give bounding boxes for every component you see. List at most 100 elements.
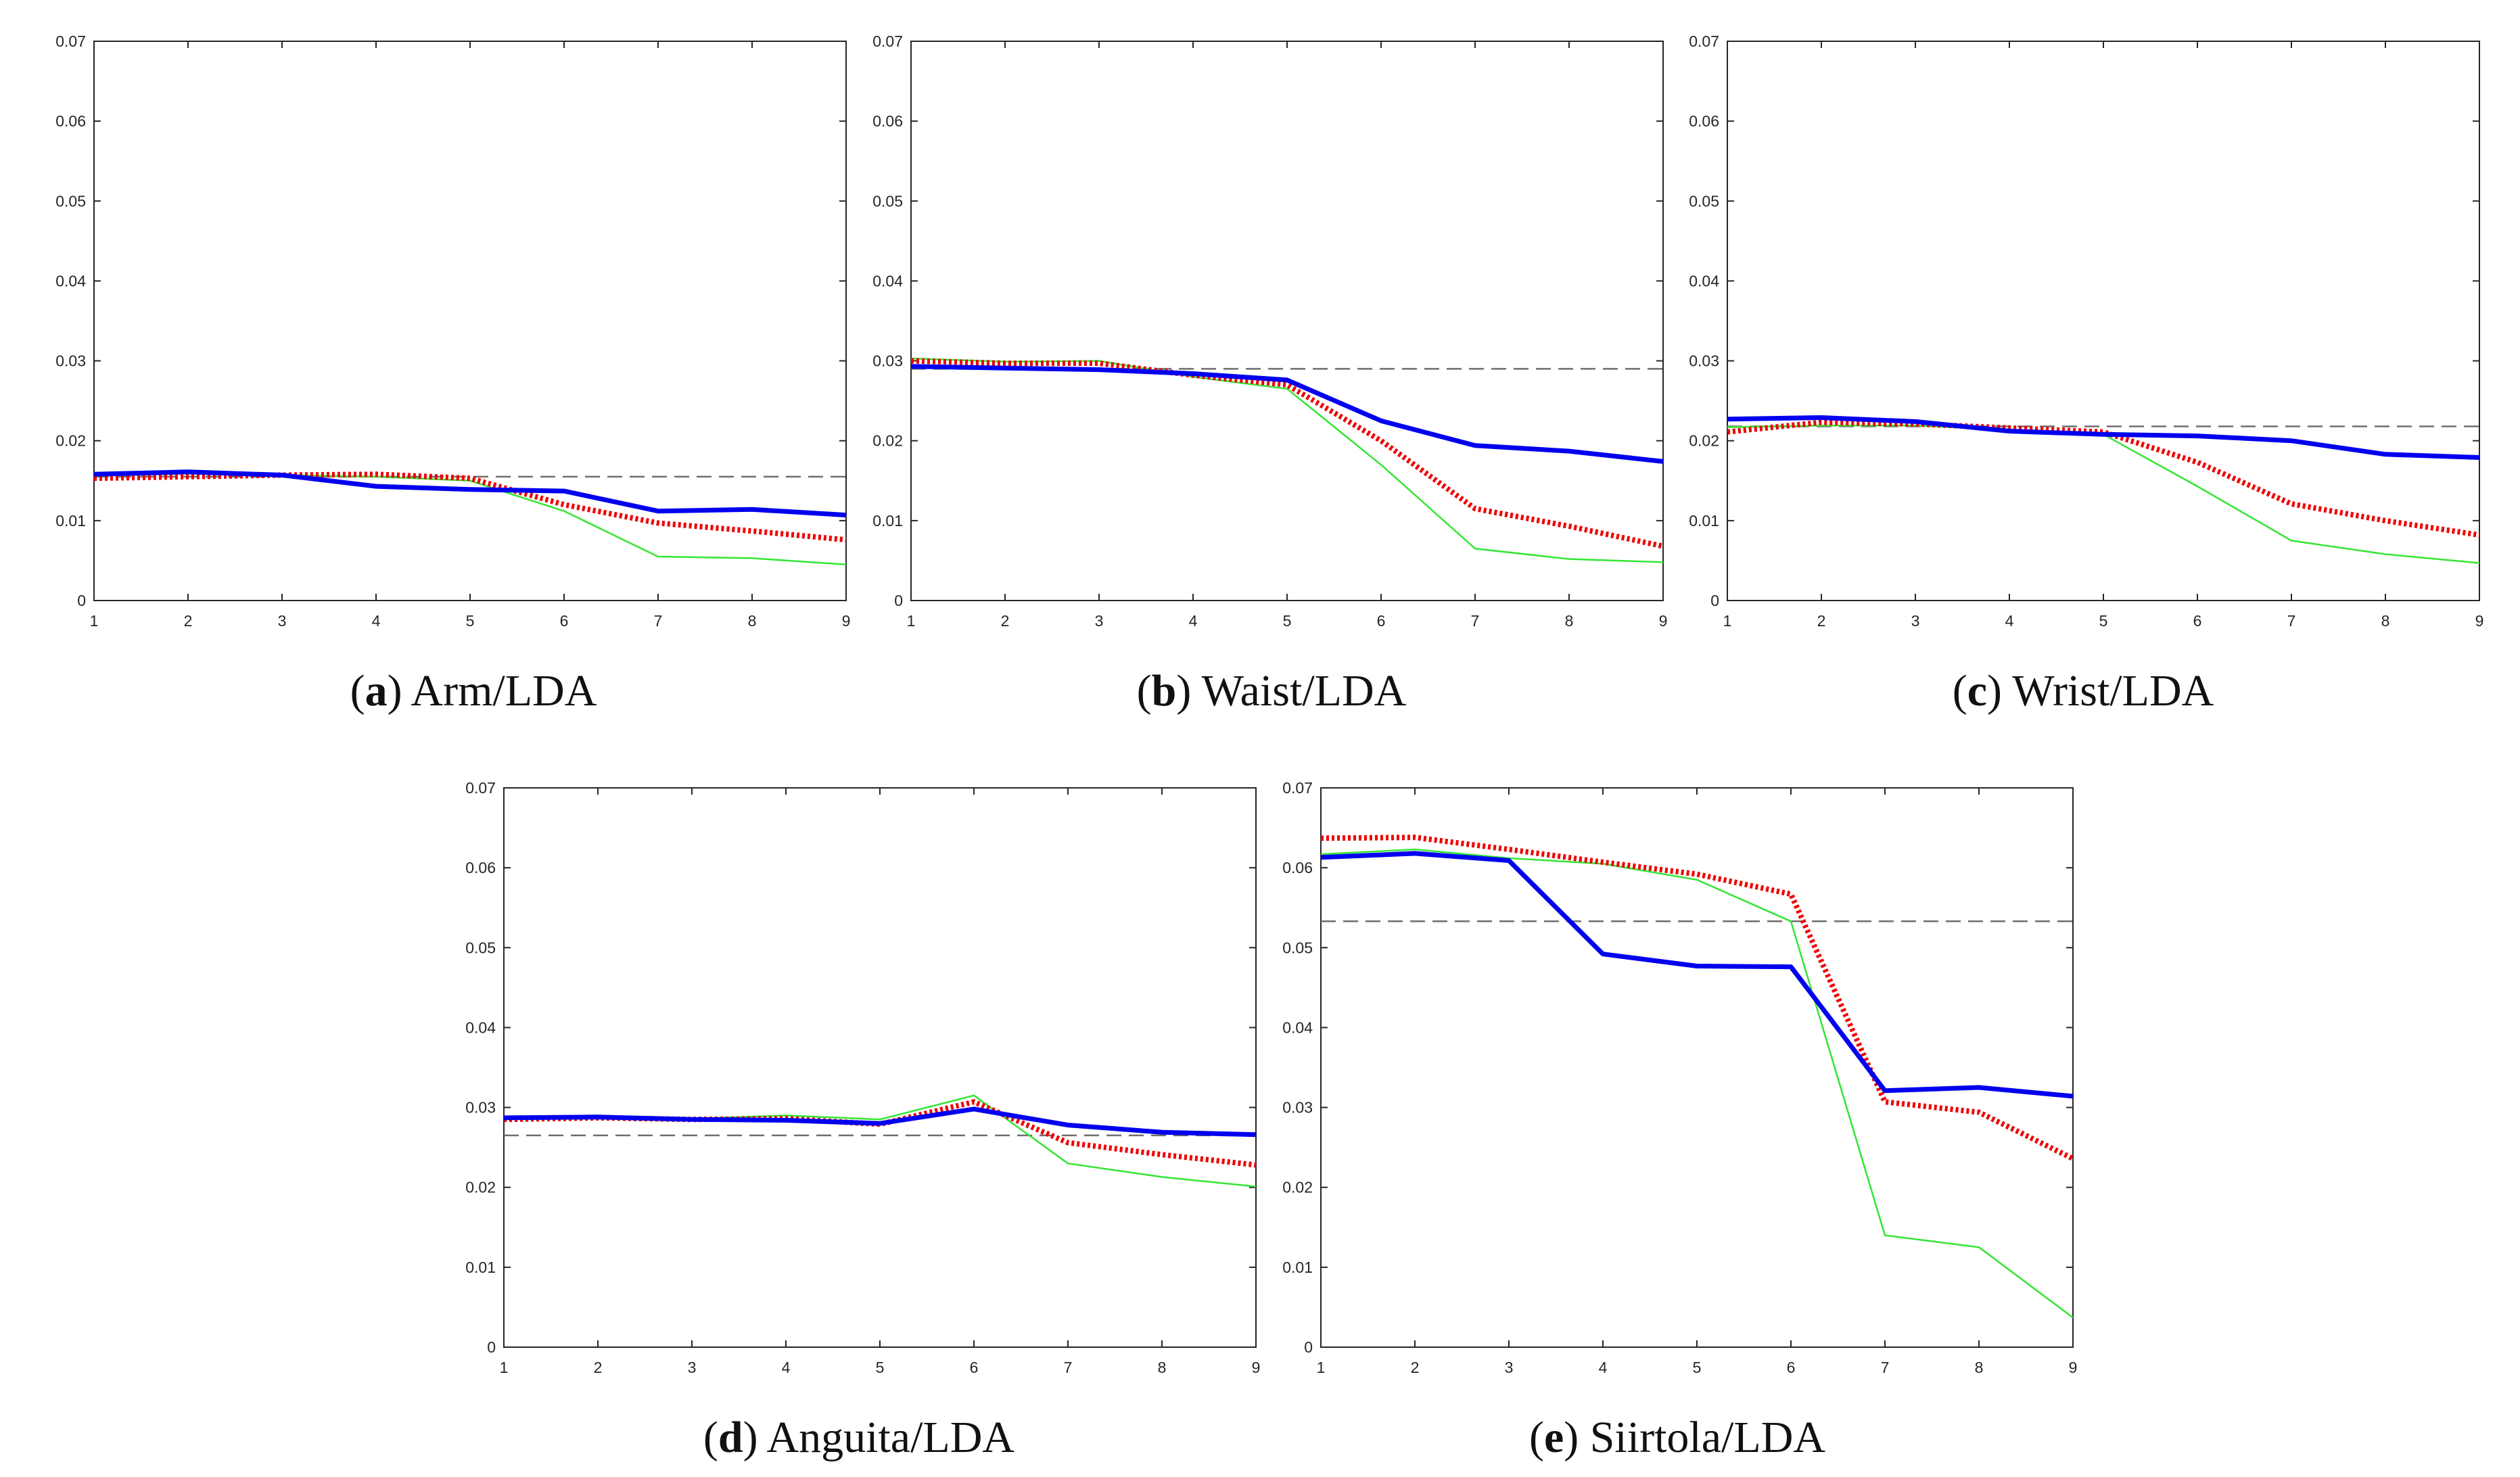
- caption-text: Anguita/LDA: [766, 1413, 1014, 1462]
- y-tick-label: 0.04: [465, 1018, 496, 1036]
- y-tick-label: 0.07: [465, 779, 496, 797]
- y-tick-label: 0.04: [872, 272, 903, 289]
- x-tick-label: 9: [1252, 1359, 1261, 1376]
- y-tick-label: 0.06: [55, 112, 86, 130]
- y-tick-label: 0: [487, 1338, 496, 1356]
- y-tick-label: 0.05: [465, 939, 496, 956]
- series-line-blue: [1320, 851, 2074, 1099]
- series-line-red: [503, 1099, 1257, 1168]
- y-tick-label: 0.03: [465, 1099, 496, 1117]
- x-tick-label: 4: [2005, 612, 2014, 630]
- x-tick-label: 9: [1659, 612, 1668, 630]
- x-tick-label: 5: [1693, 1359, 1702, 1376]
- x-tick-label: 8: [1565, 612, 1574, 630]
- x-tick-label: 6: [1787, 1359, 1796, 1376]
- y-tick-label: 0.03: [1282, 1099, 1313, 1117]
- x-tick-label: 9: [842, 612, 851, 630]
- panel-e: 1 2 3 4 5 6 7 8 9 0 0.01 0.02 0.03 0.04 0.05 0.06 0.07 (e…: [1282, 779, 2077, 1462]
- x-tick-label: 5: [876, 1359, 885, 1376]
- y-tick-label: 0.01: [872, 512, 903, 530]
- y-tick-label: 0: [77, 592, 86, 609]
- x-tick-label: 8: [1158, 1359, 1167, 1376]
- x-tick-label: 9: [2069, 1359, 2078, 1376]
- series-line-red: [1320, 835, 2074, 1161]
- caption-text: Waist/LDA: [1202, 666, 1407, 716]
- series-line-blue: [93, 469, 847, 518]
- y-tick-label: 0.04: [55, 272, 86, 289]
- x-tick-label: 4: [782, 1359, 791, 1376]
- series-line-green: [910, 357, 1664, 563]
- y-tick-label: 0.05: [1689, 192, 1719, 210]
- caption-text: Siirtola/LDA: [1590, 1413, 1826, 1462]
- x-tick-label: 5: [466, 612, 475, 630]
- y-tick-label: 0: [1304, 1338, 1313, 1356]
- y-tick-label: 0.05: [55, 192, 86, 210]
- x-tick-label: 4: [372, 612, 381, 630]
- y-tick-label: 0.07: [1689, 32, 1719, 50]
- x-tick-label: 3: [1911, 612, 1920, 630]
- y-tick-label: 0: [1710, 592, 1719, 609]
- x-tick-label: 1: [1317, 1359, 1326, 1376]
- x-tick-label: 7: [654, 612, 663, 630]
- x-tick-label: 6: [560, 612, 569, 630]
- x-tick-label: 7: [1471, 612, 1480, 630]
- x-tick-label: 5: [1283, 612, 1292, 630]
- panel-caption: (b) Waist/LDA: [1137, 666, 1407, 716]
- x-tick-label: 4: [1599, 1359, 1608, 1376]
- x-tick-label: 3: [688, 1359, 697, 1376]
- y-tick-label: 0.02: [872, 432, 903, 450]
- series-line-green: [1727, 425, 2480, 564]
- y-tick-label: 0.06: [872, 112, 903, 130]
- y-tick-label: 0.02: [1282, 1179, 1313, 1196]
- series-line-blue: [1727, 415, 2480, 460]
- x-tick-label: 2: [1817, 612, 1826, 630]
- x-tick-label: 7: [1064, 1359, 1073, 1376]
- y-tick-label: 0.06: [1689, 112, 1719, 130]
- series-line-green: [503, 1094, 1257, 1188]
- x-tick-label: 2: [184, 612, 193, 630]
- y-tick-label: 0.07: [1282, 779, 1313, 797]
- series-line-green: [1320, 848, 2074, 1319]
- y-tick-label: 0.05: [1282, 939, 1313, 956]
- caption-letter: a: [365, 666, 388, 716]
- x-tick-label: 4: [1189, 612, 1198, 630]
- y-tick-label: 0.03: [55, 352, 86, 370]
- plot-frame: [1727, 41, 2480, 601]
- x-tick-label: 8: [748, 612, 757, 630]
- x-tick-label: 6: [1377, 612, 1386, 630]
- x-tick-label: 1: [90, 612, 99, 630]
- x-tick-label: 8: [1975, 1359, 1984, 1376]
- y-tick-label: 0.07: [55, 32, 86, 50]
- x-tick-label: 3: [1505, 1359, 1514, 1376]
- y-tick-label: 0.01: [1689, 512, 1719, 530]
- series-line-red: [93, 471, 847, 543]
- plot-frame: [910, 41, 1664, 601]
- caption-text: Arm/LDA: [411, 666, 597, 716]
- y-tick-label: 0.01: [1282, 1259, 1313, 1276]
- x-tick-label: 6: [2193, 612, 2202, 630]
- y-tick-label: 0.05: [872, 192, 903, 210]
- series-line-blue: [910, 364, 1664, 464]
- x-tick-label: 8: [2381, 612, 2390, 630]
- x-tick-label: 3: [278, 612, 287, 630]
- panel-caption: (e) Siirtola/LDA: [1529, 1413, 1825, 1462]
- panel-a: 1 2 3 4 5 6 7 8 9 0 0.01 0.02 0.03 0.04 0.05 0.06 0.07 (a…: [55, 32, 850, 716]
- y-tick-label: 0.01: [465, 1259, 496, 1276]
- caption-letter: c: [1967, 666, 1987, 716]
- y-tick-label: 0.03: [872, 352, 903, 370]
- series-line-red: [910, 358, 1664, 549]
- panel-c: 1 2 3 4 5 6 7 8 9 0 0.01 0.02 0.03 0.04 0.05 0.06 0.07 (c…: [1689, 32, 2483, 716]
- y-tick-label: 0.01: [55, 512, 86, 530]
- x-tick-label: 2: [1001, 612, 1010, 630]
- panel-caption: (a) Arm/LDA: [350, 666, 597, 716]
- panel-d: 1 2 3 4 5 6 7 8 9 0 0.01 0.02 0.03 0.04 0.05 0.06 0.07 (d…: [465, 779, 1260, 1462]
- x-tick-label: 1: [907, 612, 916, 630]
- caption-letter: e: [1544, 1413, 1564, 1462]
- y-tick-label: 0.02: [55, 432, 86, 450]
- y-tick-label: 0: [894, 592, 903, 609]
- x-tick-label: 3: [1095, 612, 1104, 630]
- x-tick-label: 5: [2099, 612, 2108, 630]
- x-tick-label: 1: [500, 1359, 509, 1376]
- y-tick-label: 0.02: [465, 1179, 496, 1196]
- caption-letter: b: [1152, 666, 1177, 716]
